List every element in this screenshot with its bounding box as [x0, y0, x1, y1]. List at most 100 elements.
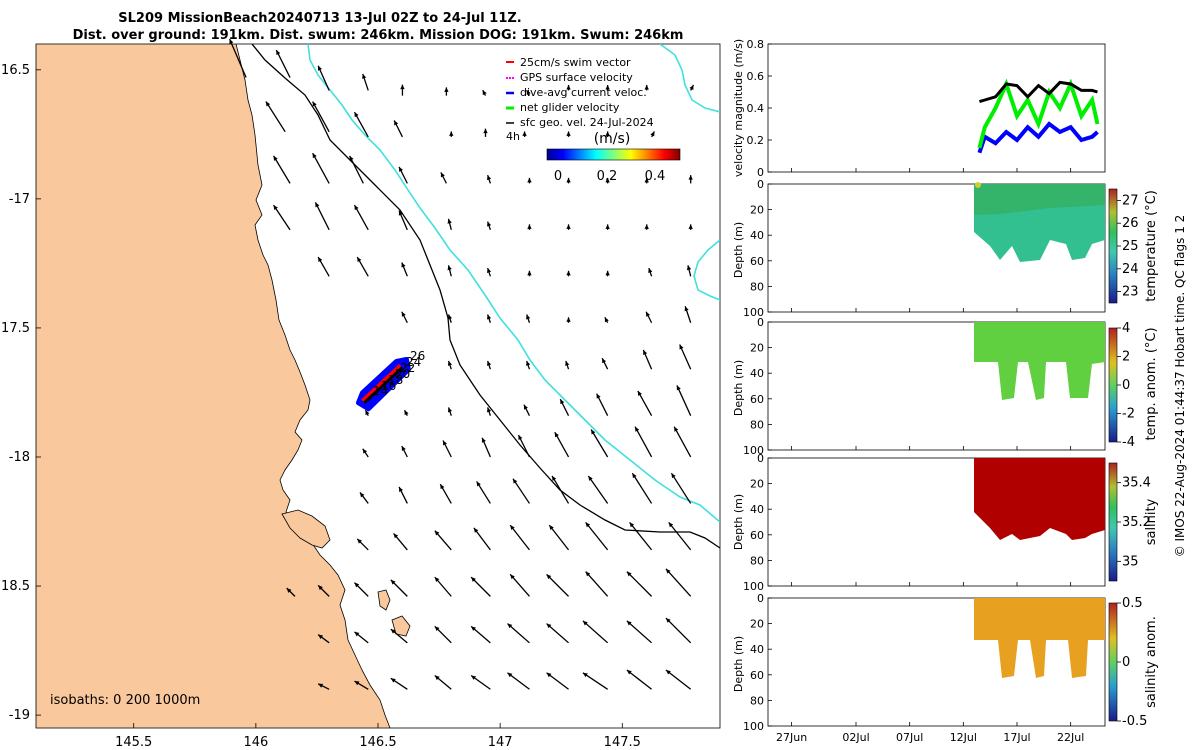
current-vector-129: [434, 675, 452, 690]
current-vector-52: [648, 267, 653, 277]
section-1-depth-tick-4: 80: [750, 418, 764, 431]
map-colorbar-tick-2: 0.4: [645, 169, 666, 184]
sal-anom-panel: salinity anom. Depth (m): [732, 597, 1159, 727]
current-vector-99: [473, 527, 491, 551]
section-xtick-0: 27Jun: [776, 731, 807, 744]
map-axes: 145.5 146 146.5 147 147.5 16.5 -17 17.5 -18 18.5 -…: [1, 63, 641, 750]
current-vector-117: [354, 631, 369, 644]
track-swim: [361, 364, 402, 403]
temperature-section-warm: [974, 184, 1105, 215]
velocity-panel: 0 0.2 0.4 0.6 0.8 velocity magnitude (m/s): [732, 38, 1106, 179]
current-vector-114: [626, 571, 653, 597]
current-vector-0: [228, 38, 247, 78]
current-vector-108: [390, 579, 408, 597]
section-3-depth-tick-0: 0: [757, 592, 764, 605]
current-vector-110: [470, 576, 491, 597]
current-vector-14: [353, 111, 369, 138]
island-magnetic: [391, 615, 411, 637]
map-xtick-1: 146: [243, 735, 268, 750]
current-vector-50: [566, 270, 571, 277]
current-vector-75: [596, 393, 609, 416]
current-vector-1: [275, 49, 291, 78]
section-2-depth-tick-3: 60: [750, 529, 764, 542]
current-vector-84: [590, 429, 609, 458]
track-label-18: 18: [388, 373, 403, 387]
sal-anom-cbar-label: salinity anom.: [1144, 616, 1159, 708]
current-vector-4: [400, 84, 405, 96]
section-0-cbar-tick-2: 25: [1122, 239, 1139, 254]
temperature-colorbar: [1108, 188, 1118, 304]
current-vector-23: [312, 152, 330, 184]
current-vector-39: [527, 224, 532, 230]
current-vector-96: [356, 538, 369, 551]
map-legend: 25cm/s swim vector GPS surface velocity …: [506, 56, 681, 184]
current-vector-15: [393, 120, 404, 138]
section-3-depth-tick-5: 100: [743, 720, 764, 733]
current-vector-22: [272, 155, 291, 184]
temp-anom-cbar-label: temp. anom. (°C): [1144, 327, 1159, 440]
current-vector-92: [551, 475, 570, 504]
map-xtick-3: 147: [488, 735, 513, 750]
track-label-26: 26: [410, 349, 425, 363]
velocity-ytick-3: 0.6: [747, 70, 765, 83]
current-vector-44: [317, 256, 330, 277]
track-label-22: 22: [400, 361, 415, 375]
current-vector-79: [401, 445, 408, 458]
current-vector-19: [566, 131, 571, 137]
section-1-cbar-tick-0: 4: [1122, 321, 1130, 336]
section-3-depth-tick-3: 60: [750, 669, 764, 682]
current-vector-120: [470, 625, 491, 644]
current-vector-111: [509, 573, 530, 597]
current-vector-123: [582, 620, 609, 644]
temperature-point: [975, 182, 981, 188]
isobath-label: isobaths: 0 200 1000m: [50, 693, 200, 708]
section-0-depth-tick-4: 80: [750, 280, 764, 293]
current-vector-115: [665, 568, 692, 597]
current-vector-121: [507, 623, 530, 644]
current-vector-97: [393, 532, 408, 551]
section-3-cbar-tick-2: -0.5: [1122, 714, 1147, 729]
section-2-cbar-tick-2: 35: [1122, 554, 1139, 569]
map-colorbar-title: (m/s): [594, 131, 631, 147]
section-2-depth-tick-5: 100: [743, 580, 764, 593]
velocity-frame: [767, 43, 1106, 173]
velocity-series-1: [977, 78, 1100, 149]
current-vector-61: [684, 306, 692, 323]
current-vector-11: [689, 84, 695, 91]
legend-sfc: sfc geo. vel. 24-Jul-2024: [520, 116, 654, 129]
current-vector-57: [526, 314, 531, 323]
velocity-series: [977, 78, 1100, 154]
current-vector-32: [688, 175, 693, 184]
current-vector-100: [509, 524, 530, 551]
current-vector-37: [447, 218, 452, 230]
map-xtick-4: 147.5: [604, 735, 641, 750]
current-vector-95: [670, 472, 692, 504]
current-vector-109: [434, 576, 452, 597]
current-vector-5: [444, 87, 449, 96]
current-vector-10: [644, 84, 649, 91]
current-vector-24: [349, 155, 364, 184]
current-vector-28: [527, 177, 532, 184]
map-colorbar-tick-0: 0: [554, 169, 562, 184]
current-vector-17: [483, 128, 488, 137]
current-vector-43: [688, 224, 693, 230]
isobath-200m: [307, 44, 720, 523]
current-vector-113: [585, 571, 609, 597]
current-vector-63: [486, 360, 492, 370]
current-vector-93: [587, 475, 609, 504]
sal-anom-section: [974, 598, 1105, 678]
salinity-ylabel: Depth (m): [732, 494, 745, 550]
map-ytick-4: 18.5: [1, 579, 30, 594]
velocity-ytick-0: 0: [757, 166, 764, 179]
section-xtick-1: 02Jul: [842, 731, 869, 744]
current-vector-58: [566, 317, 571, 323]
current-vector-72: [486, 407, 492, 416]
current-vector-33: [273, 204, 291, 231]
section-3-depth-tick-4: 80: [750, 694, 764, 707]
legend-dive: dive-avg current veloc.: [520, 86, 647, 99]
map-ytick-1: -17: [9, 192, 30, 207]
current-vector-91: [512, 478, 530, 504]
current-vector-133: [582, 672, 608, 690]
sal-anom-ylabel: Depth (m): [732, 636, 745, 692]
